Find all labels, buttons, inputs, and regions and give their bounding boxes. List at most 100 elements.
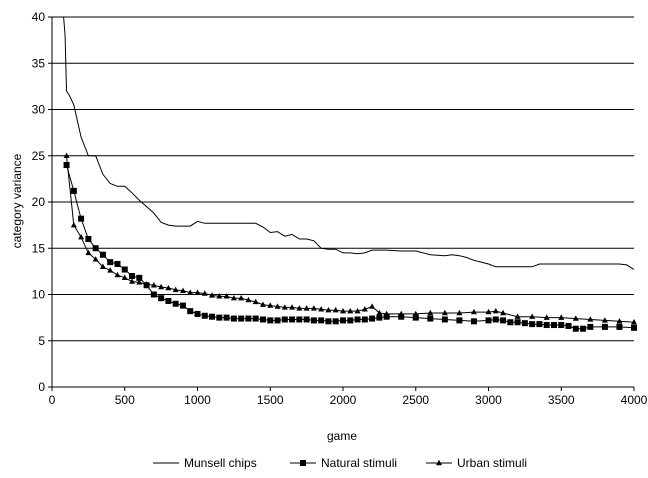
legend-item: Natural stimuli (290, 456, 397, 470)
data-point (347, 317, 354, 324)
data-point (63, 152, 70, 158)
data-point (78, 215, 85, 222)
legend-swatch-marker (436, 459, 442, 466)
data-point (230, 315, 237, 322)
data-point (376, 309, 383, 316)
legend-label: Munsell chips (184, 456, 257, 470)
y-axis-title: category variance (10, 153, 24, 248)
data-point (223, 314, 230, 321)
data-point (107, 267, 114, 273)
data-point (354, 316, 361, 323)
data-point (107, 259, 114, 266)
data-point (616, 323, 623, 330)
data-point (85, 249, 92, 256)
data-point (252, 298, 259, 305)
data-point (558, 322, 565, 329)
data-point (325, 318, 332, 325)
data-point (63, 162, 70, 168)
x-tick-label: 0 (49, 393, 56, 407)
legend-label: Natural stimuli (321, 456, 397, 470)
data-point (616, 318, 623, 324)
data-point (99, 251, 106, 258)
data-point (158, 295, 165, 302)
x-tick-label: 3500 (548, 393, 575, 407)
data-point (121, 266, 128, 273)
data-point (172, 300, 179, 307)
data-point (412, 314, 419, 321)
data-point (361, 306, 368, 312)
data-point (136, 274, 143, 281)
data-point (143, 281, 150, 287)
data-point (514, 313, 521, 319)
data-point (572, 325, 579, 332)
legend-item: Urban stimuli (426, 456, 527, 470)
data-point (492, 316, 499, 323)
data-point (500, 317, 507, 324)
data-point (441, 316, 448, 323)
data-point (521, 320, 528, 327)
y-tick-label: 30 (32, 103, 46, 117)
data-point (631, 324, 637, 331)
legend-item: Munsell chips (153, 456, 257, 470)
y-tick-label: 5 (38, 334, 45, 348)
x-tick-label: 4000 (621, 393, 648, 407)
data-point (158, 283, 165, 290)
data-point (500, 309, 507, 316)
data-point (259, 301, 266, 307)
data-point (507, 319, 514, 326)
data-point (601, 323, 608, 330)
data-point (340, 317, 346, 324)
data-point (209, 313, 216, 320)
data-point (565, 322, 572, 329)
data-point (179, 287, 186, 293)
data-point (267, 302, 274, 308)
data-point (427, 309, 434, 316)
data-point (485, 317, 492, 324)
data-point (187, 289, 194, 295)
x-tick-label: 500 (115, 393, 135, 407)
data-point (70, 221, 77, 228)
data-point (456, 309, 463, 316)
data-point (580, 325, 587, 332)
data-point (179, 302, 186, 309)
data-point (165, 297, 172, 304)
data-point (529, 321, 536, 328)
data-point (310, 305, 317, 311)
data-point (398, 310, 405, 317)
data-point (383, 313, 390, 320)
x-tick-label: 2000 (330, 393, 357, 407)
data-point (543, 322, 550, 329)
data-point (289, 316, 296, 323)
data-point (325, 307, 332, 313)
data-point (238, 315, 245, 322)
data-point (383, 310, 390, 317)
data-point (267, 317, 274, 324)
data-point (201, 290, 208, 296)
data-point (252, 315, 259, 322)
data-point (296, 316, 303, 323)
data-point (550, 322, 557, 329)
data-point (230, 295, 237, 301)
data-point (369, 315, 376, 322)
data-point (165, 284, 172, 291)
data-point (281, 304, 288, 310)
data-point (318, 317, 325, 324)
data-point (216, 293, 223, 299)
data-point (136, 279, 143, 285)
axes: 0 5 10 15 20 25 30 35 40 0 500 1000 1500 2000 2500 3000… (32, 10, 648, 407)
data-point (78, 233, 85, 240)
data-point (70, 187, 77, 194)
data-point (347, 307, 354, 314)
legend-swatch-marker (300, 460, 306, 466)
data-point (296, 305, 303, 311)
data-point (274, 317, 281, 324)
data-point (172, 286, 179, 293)
data-point (187, 308, 194, 315)
data-point (274, 303, 281, 309)
data-point (129, 273, 136, 279)
data-point (412, 310, 419, 317)
data-point (572, 315, 579, 321)
data-point (150, 282, 157, 288)
data-point (558, 314, 565, 320)
